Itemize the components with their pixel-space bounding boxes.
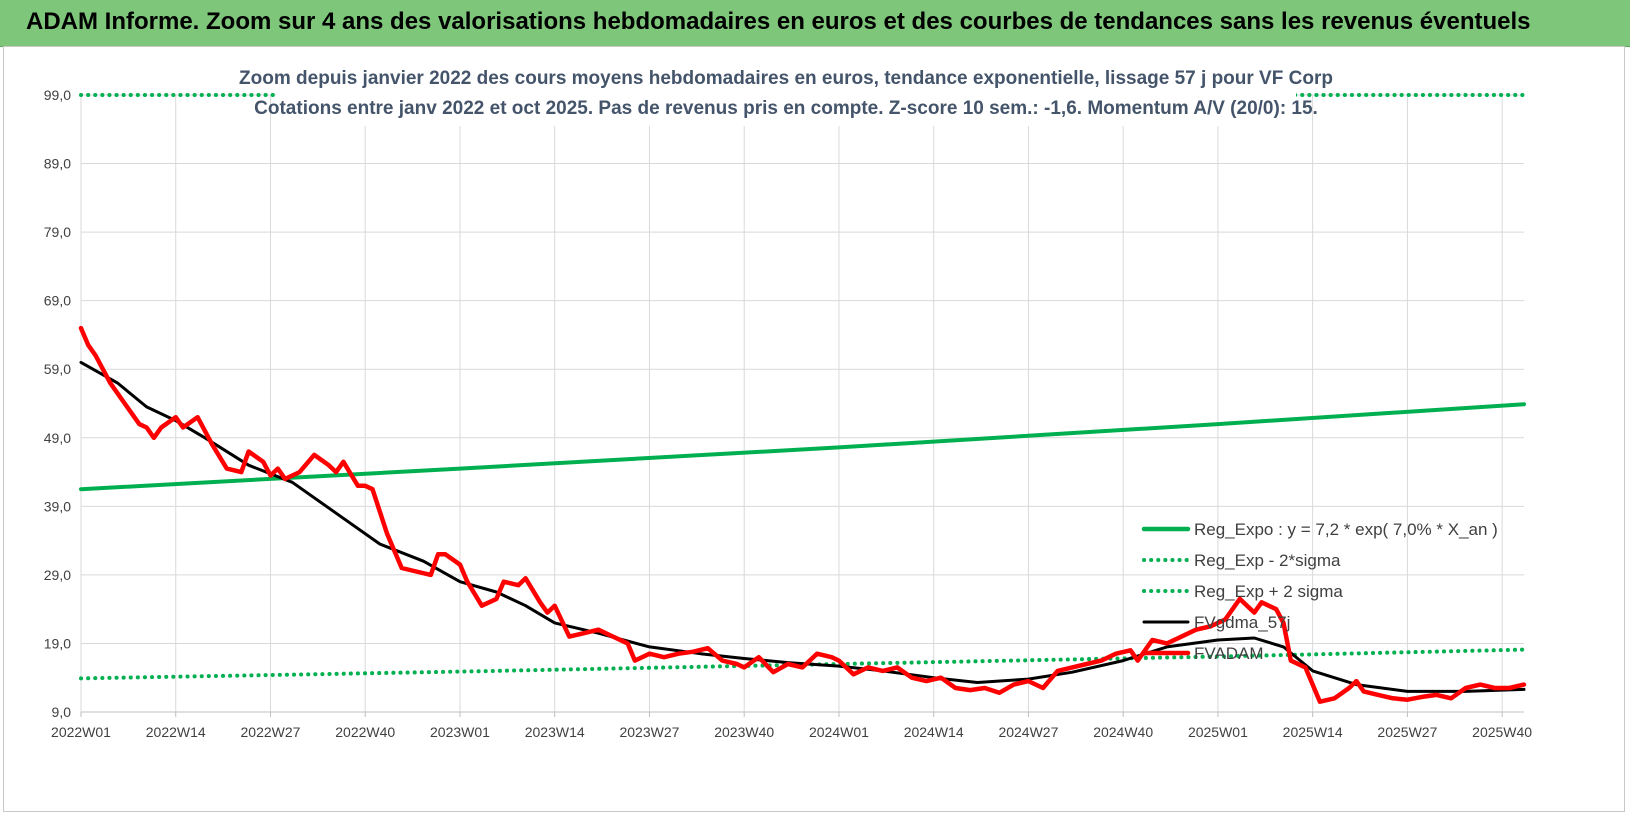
y-tick-label: 19,0 xyxy=(44,635,71,651)
x-tick-label: 2024W27 xyxy=(998,724,1058,740)
y-tick-label: 39,0 xyxy=(44,498,71,514)
chart-title: Zoom depuis janvier 2022 des cours moyen… xyxy=(239,58,1333,126)
legend-label-3: FVgdma_57j xyxy=(1194,613,1290,632)
x-tick-label: 2024W14 xyxy=(904,724,964,740)
chart-title-line-2: Cotations entre janv 2022 et oct 2025. P… xyxy=(254,98,1318,119)
x-tick-label: 2024W01 xyxy=(809,724,869,740)
report-title: ADAM Informe. Zoom sur 4 ans des valoris… xyxy=(26,8,1531,35)
series-line-0 xyxy=(79,402,1526,492)
legend-label-1: Reg_Exp - 2*sigma xyxy=(1194,551,1341,570)
x-tick-label: 2022W40 xyxy=(335,724,395,740)
legend-label-2: Reg_Exp + 2 sigma xyxy=(1194,582,1343,601)
title-background xyxy=(276,58,1296,126)
y-tick-label: 79,0 xyxy=(44,224,71,240)
y-axis: 9,0 19,0 29,0 39,0 49,0 59,0 69,0 79,0 89,0 99,0 xyxy=(44,87,71,720)
y-tick-label: 69,0 xyxy=(44,293,71,309)
x-tick-label: 2022W01 xyxy=(51,724,111,740)
x-tick-label: 2025W01 xyxy=(1188,724,1248,740)
legend-label-4: FVADAM xyxy=(1194,644,1264,663)
y-tick-label: 89,0 xyxy=(44,156,71,172)
x-tick-label: 2022W14 xyxy=(146,724,206,740)
x-tick-label: 2023W01 xyxy=(430,724,490,740)
chart-title-line-1: Zoom depuis janvier 2022 des cours moyen… xyxy=(239,68,1333,89)
y-tick-label: 29,0 xyxy=(44,567,71,583)
y-tick-label: 59,0 xyxy=(44,361,71,377)
x-axis: 2022W01 2022W14 2022W27 2022W40 2023W01 2023W… xyxy=(51,724,1532,740)
x-tick-label: 2025W14 xyxy=(1283,724,1343,740)
x-tick-label: 2025W27 xyxy=(1377,724,1437,740)
y-tick-label: 9,0 xyxy=(52,704,72,720)
x-tick-label: 2023W27 xyxy=(619,724,679,740)
x-tick-label: 2022W27 xyxy=(241,724,301,740)
report-banner: ADAM Informe. Zoom sur 4 ans des valoris… xyxy=(0,0,1630,47)
legend: Reg_Expo : y = 7,2 * exp( 7,0% * X_an ) R… xyxy=(1141,520,1498,663)
chart-frame: 9,0 19,0 29,0 39,0 49,0 59,0 69,0 79,0 89,0 99,0 … xyxy=(3,46,1625,812)
series-line-4 xyxy=(78,325,1527,704)
series-line-1 xyxy=(79,647,1526,681)
grid xyxy=(80,94,1524,717)
x-tick-label: 2023W40 xyxy=(714,724,774,740)
line-chart: 9,019,029,039,049,059,069,079,089,099,0 … xyxy=(44,58,1532,740)
series-layer xyxy=(78,93,1527,704)
y-tick-label: 49,0 xyxy=(44,430,71,446)
x-tick-label: 2023W14 xyxy=(525,724,585,740)
series-line-3 xyxy=(79,360,1526,693)
legend-label-0: Reg_Expo : y = 7,2 * exp( 7,0% * X_an ) xyxy=(1194,520,1498,539)
y-tick-label: 99,0 xyxy=(44,87,71,103)
x-tick-label: 2024W40 xyxy=(1093,724,1153,740)
x-tick-label: 2025W40 xyxy=(1472,724,1532,740)
